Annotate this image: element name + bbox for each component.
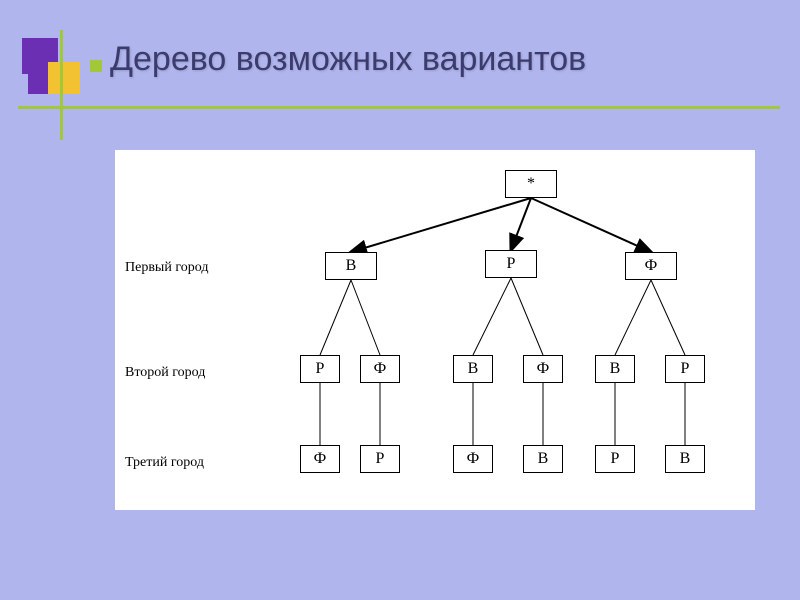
accent-vertical-line: [60, 30, 63, 140]
tree-node: Р: [360, 445, 400, 473]
tree-node: Ф: [523, 355, 563, 383]
tree-node: Ф: [360, 355, 400, 383]
tree-edge: [511, 278, 543, 355]
row-label: Первый город: [125, 260, 208, 276]
tree-node: В: [665, 445, 705, 473]
row-label: Третий город: [125, 455, 204, 471]
tree-edge: [351, 280, 380, 355]
tree-node: Р: [485, 250, 537, 278]
tree-node: Ф: [625, 252, 677, 280]
tree-edge: [615, 280, 651, 355]
tree-node: В: [523, 445, 563, 473]
tree-node: В: [453, 355, 493, 383]
deco-square: [28, 74, 48, 94]
slide-title: Дерево возможных вариантов: [110, 40, 770, 79]
tree-edge: [320, 280, 351, 355]
tree-edge: [531, 198, 651, 252]
row-label: Второй город: [125, 365, 205, 381]
tree-edge: [351, 198, 531, 252]
accent-horizontal-line: [18, 106, 780, 109]
tree-node: Ф: [453, 445, 493, 473]
tree-node: В: [595, 355, 635, 383]
tree-edge: [651, 280, 685, 355]
tree-node: Р: [595, 445, 635, 473]
tree-node: Р: [300, 355, 340, 383]
tree-edge: [511, 198, 531, 250]
deco-square: [48, 62, 80, 94]
tree-node: Р: [665, 355, 705, 383]
diagram-panel: Первый город Второй город Третий город * В Р…: [115, 150, 755, 510]
tree-edge: [473, 278, 511, 355]
tree-node: Ф: [300, 445, 340, 473]
tree-node: В: [325, 252, 377, 280]
slide: Дерево возможных вариантов Первый город В…: [0, 0, 800, 600]
title-bullet-icon: [90, 60, 102, 72]
tree-node: *: [505, 170, 557, 198]
tree-diagram: [115, 150, 755, 510]
